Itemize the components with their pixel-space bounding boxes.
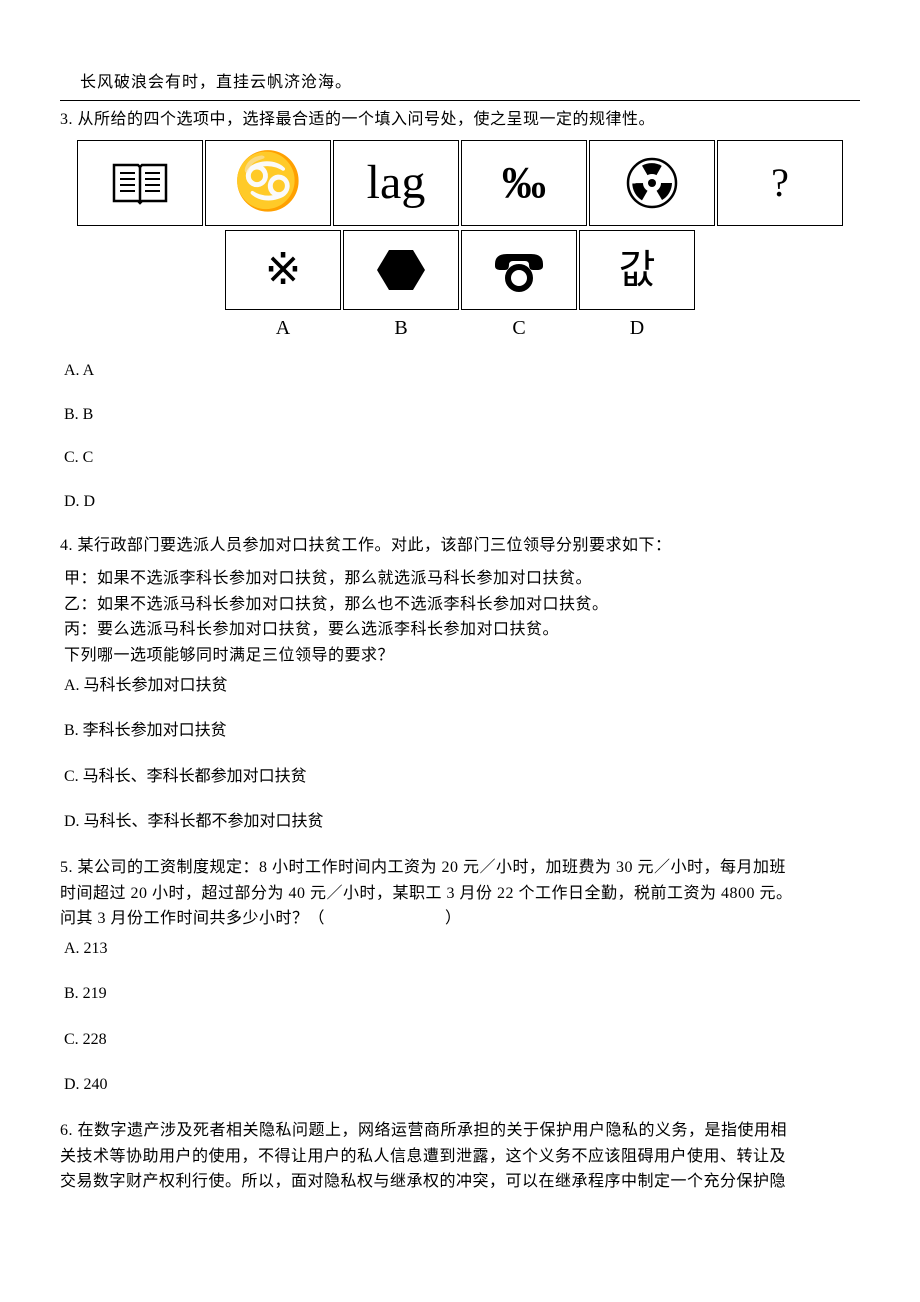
q3-stem: 3. 从所给的四个选项中，选择最合适的一个填入问号处，使之呈现一定的规律性。 (60, 107, 860, 133)
q5-stem-3a: 问其 3 月份工作时间共多少小时？（ (60, 910, 325, 927)
q4-choice-C: C. 马科长、李科长都参加对口扶贫 (64, 764, 860, 790)
q3-cell-4: ‰ (461, 140, 587, 226)
q4-choice-D: D. 马科长、李科长都不参加对口扶贫 (64, 809, 860, 835)
q3-sequence-row: ♋ lag ‰ ? (60, 140, 860, 226)
question-3: 3. 从所给的四个选项中，选择最合适的一个填入问号处，使之呈现一定的规律性。 ♋… (60, 107, 860, 515)
phone-icon (489, 248, 549, 292)
label-D: D (578, 312, 696, 344)
label-C: C (460, 312, 578, 344)
q3-choice-B: B. B (64, 402, 860, 428)
q6-line2: 关技术等协助用户的使用，不得让用户的私人信息遭到泄露，这个义务不应该阻碍用户使用… (60, 1144, 860, 1170)
divider (60, 100, 860, 101)
q5-stem-line3: 问其 3 月份工作时间共多少小时？（ ） (60, 906, 860, 932)
q3-choice-C: C. C (64, 445, 860, 471)
question-6: 6. 在数字遗产涉及死者相关隐私问题上，网络运营商所承担的关于保护用户隐私的义务… (60, 1118, 860, 1195)
q6-line3: 交易数字财产权利行使。所以，面对隐私权与继承权的冲突，可以在继承程序中制定一个充… (60, 1169, 860, 1195)
q3-options-row: ※ 값 (60, 230, 860, 310)
q3-option-D-cell: 값 (579, 230, 695, 310)
q3-choice-D: D. D (64, 489, 860, 515)
label-A: A (224, 312, 342, 344)
q3-cell-3: lag (333, 140, 459, 226)
q4-line-yi: 乙：如果不选派马科长参加对口扶贫，那么也不选派李科长参加对口扶贫。 (64, 592, 860, 618)
q3-option-C-cell (461, 230, 577, 310)
header-quote: 长风破浪会有时，直挂云帆济沧海。 (80, 70, 860, 96)
q3-cell-1 (77, 140, 203, 226)
question-5: 5. 某公司的工资制度规定：8 小时工作时间内工资为 20 元／小时，加班费为 … (60, 855, 860, 1098)
q4-choices: A. 马科长参加对口扶贫 B. 李科长参加对口扶贫 C. 马科长、李科长都参加对… (64, 673, 860, 835)
book-icon (110, 159, 170, 207)
q5-choice-B: B. 219 (64, 981, 860, 1007)
q5-choices: A. 213 B. 219 C. 228 D. 240 (64, 936, 860, 1098)
q5-stem-line1: 5. 某公司的工资制度规定：8 小时工作时间内工资为 20 元／小时，加班费为 … (60, 855, 860, 881)
q3-cell-6: ? (717, 140, 843, 226)
q3-cell-5 (589, 140, 715, 226)
q3-option-A-cell: ※ (225, 230, 341, 310)
q5-choice-C: C. 228 (64, 1027, 860, 1053)
q5-stem-line2: 时间超过 20 小时，超过部分为 40 元／小时，某职工 3 月份 22 个工作… (60, 881, 860, 907)
q3-cell-2: ♋ (205, 140, 331, 226)
question-4: 4. 某行政部门要选派人员参加对口扶贫工作。对此，该部门三位领导分别要求如下： … (60, 533, 860, 835)
q4-stem: 4. 某行政部门要选派人员参加对口扶贫工作。对此，该部门三位领导分别要求如下： (60, 533, 860, 559)
q6-line1: 6. 在数字遗产涉及死者相关隐私问题上，网络运营商所承担的关于保护用户隐私的义务… (60, 1118, 860, 1144)
q3-option-B-cell (343, 230, 459, 310)
q5-choice-D: D. 240 (64, 1072, 860, 1098)
radiation-icon (624, 155, 680, 211)
hexagon-icon (375, 246, 427, 294)
q3-choices: A. A B. B C. C D. D (64, 358, 860, 514)
q3-option-labels: A B C D (60, 312, 860, 344)
q4-line-jia: 甲：如果不选派李科长参加对口扶贫，那么就选派马科长参加对口扶贫。 (64, 566, 860, 592)
q4-line-bing: 丙：要么选派马科长参加对口扶贫，要么选派李科长参加对口扶贫。 (64, 617, 860, 643)
q4-line-ask: 下列哪一选项能够同时满足三位领导的要求？ (64, 643, 860, 669)
q4-choice-B: B. 李科长参加对口扶贫 (64, 718, 860, 744)
q4-choice-A: A. 马科长参加对口扶贫 (64, 673, 860, 699)
q5-stem-3b: ） (445, 910, 462, 927)
q3-choice-A: A. A (64, 358, 860, 384)
label-B: B (342, 312, 460, 344)
q5-choice-A: A. 213 (64, 936, 860, 962)
